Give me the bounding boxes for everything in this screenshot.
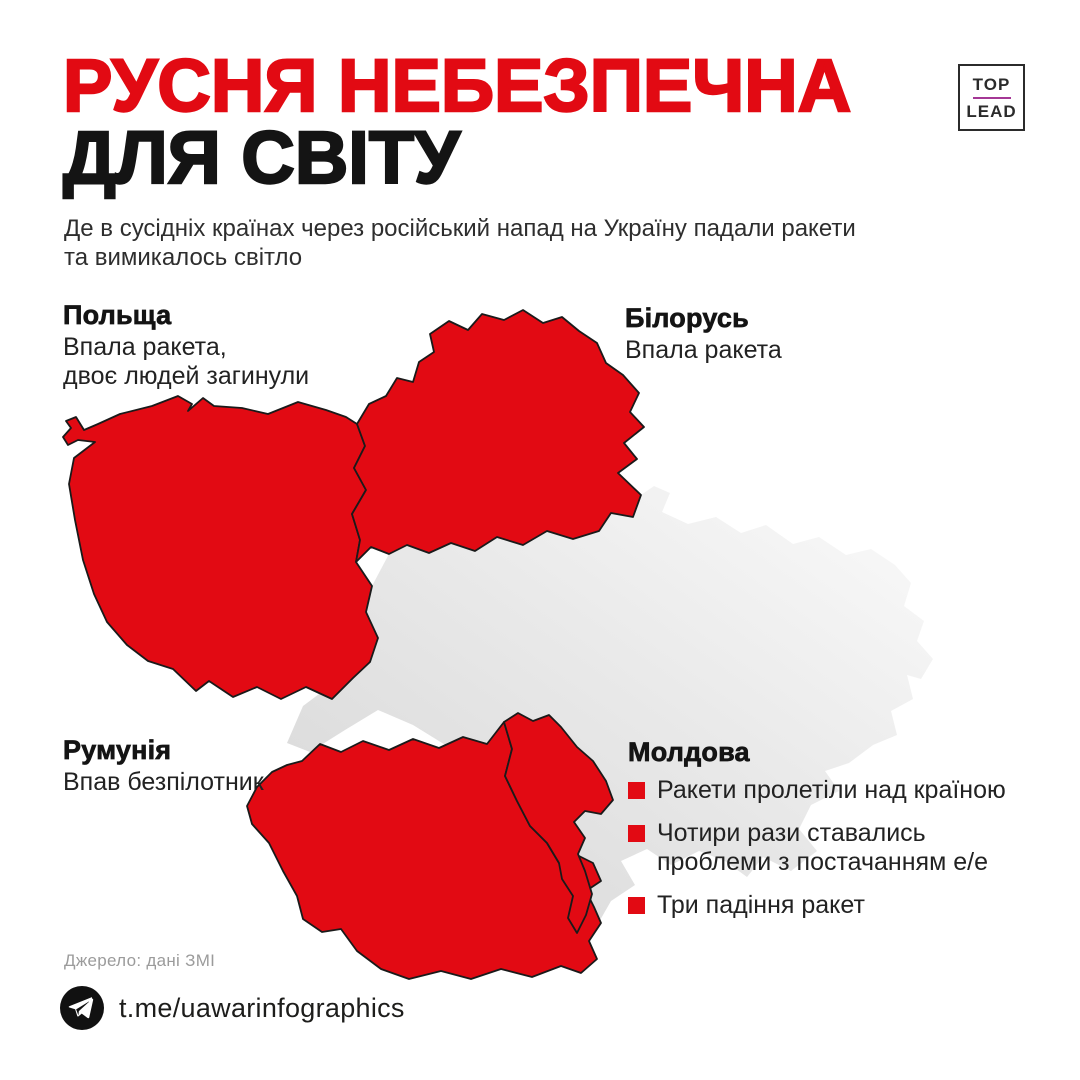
telegram-handle-link[interactable]: t.me/uawarinfographics — [119, 992, 405, 1023]
subtitle: Де в сусідніх країнах через російський н… — [64, 215, 856, 271]
red-square-bullet-icon — [628, 825, 645, 842]
moldova-bullet-list: Ракети пролетіли над країною Чотири рази… — [628, 776, 1006, 920]
moldova-bullet-1: Ракети пролетіли над країною — [657, 776, 1006, 804]
source-note: Джерело: дані ЗМІ — [64, 951, 216, 970]
map-shape-ukraine — [287, 486, 933, 947]
romania-note: Впав безпілотник — [63, 768, 264, 796]
telegram-icon — [60, 986, 104, 1030]
logo-top-text: TOP — [972, 74, 1011, 94]
map-shape-poland — [62, 395, 379, 700]
map-shape-romania — [246, 721, 602, 980]
toplead-logo: TOP LEAD — [958, 64, 1025, 131]
belarus-name: Білорусь — [625, 303, 749, 334]
logo-divider-line — [972, 96, 1011, 99]
page-title: РУСНЯ НЕБЕЗПЕЧНА ДЛЯ СВІТУ — [62, 44, 853, 199]
map-shape-moldova — [503, 712, 614, 934]
footer: t.me/uawarinfographics — [60, 986, 405, 1030]
red-square-bullet-icon — [628, 782, 645, 799]
list-item: Три падіння ракет — [628, 891, 1006, 920]
poland-name: Польща — [63, 300, 172, 331]
map-shape-belarus — [351, 309, 645, 563]
poland-note: Впала ракета, двоє людей загинули — [63, 333, 310, 390]
label-moldova: Молдова Ракети пролетіли над країною Чот… — [628, 737, 1006, 920]
moldova-bullet-3: Три падіння ракет — [657, 891, 865, 919]
moldova-name: Молдова — [628, 737, 750, 768]
moldova-bullet-2: Чотири рази ставались проблеми з постача… — [657, 819, 988, 876]
title-line-1: РУСНЯ НЕБЕЗПЕЧНА — [62, 44, 853, 127]
list-item: Ракети пролетіли над країною — [628, 776, 1006, 805]
label-romania: Румунія Впав безпілотник — [63, 735, 264, 797]
list-item: Чотири рази ставались проблеми з постача… — [628, 819, 1006, 877]
label-belarus: Білорусь Впала ракета — [625, 303, 782, 365]
belarus-note: Впала ракета — [625, 336, 782, 364]
red-square-bullet-icon — [628, 897, 645, 914]
romania-name: Румунія — [63, 735, 172, 766]
logo-lead-text: LEAD — [966, 101, 1017, 121]
label-poland: Польща Впала ракета, двоє людей загинули — [63, 300, 310, 391]
title-line-2: ДЛЯ СВІТУ — [62, 116, 461, 199]
